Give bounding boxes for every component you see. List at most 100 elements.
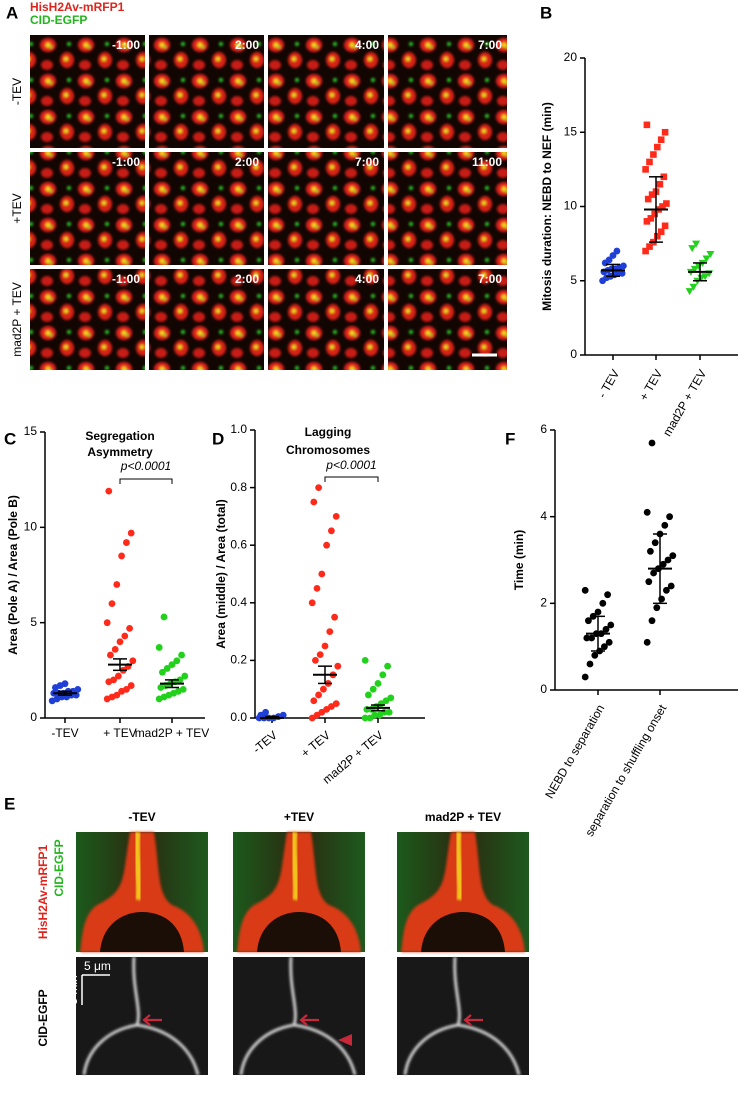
data-point bbox=[650, 151, 657, 158]
data-point bbox=[328, 527, 335, 535]
data-point bbox=[127, 682, 135, 689]
data-point bbox=[643, 508, 651, 516]
data-point bbox=[658, 595, 665, 603]
channel-label: HisH2Av-mRFP1 bbox=[36, 845, 50, 940]
y-tick-label: 5 bbox=[30, 615, 37, 629]
y-tick-label: 0.4 bbox=[230, 595, 247, 609]
data-point bbox=[160, 613, 168, 621]
data-point bbox=[594, 608, 602, 616]
data-point bbox=[168, 661, 176, 669]
micrograph bbox=[268, 35, 384, 148]
data-point bbox=[664, 556, 672, 564]
micrograph bbox=[149, 269, 264, 370]
data-point bbox=[121, 632, 129, 640]
data-point bbox=[689, 283, 698, 291]
data-point bbox=[332, 700, 340, 707]
row-label: -TEV bbox=[10, 78, 24, 105]
column-title: mad2P + TEV bbox=[425, 810, 501, 824]
data-point bbox=[599, 599, 607, 607]
y-tick-label: 4 bbox=[540, 509, 547, 523]
channel-label: CID-EGFP bbox=[30, 13, 87, 27]
data-point bbox=[642, 166, 649, 173]
data-point bbox=[371, 711, 379, 719]
data-point bbox=[659, 203, 666, 210]
time-label: 2:00 bbox=[235, 38, 259, 52]
time-label: 7:00 bbox=[355, 155, 379, 169]
data-point bbox=[310, 697, 318, 705]
data-point bbox=[583, 634, 591, 642]
row-label: +TEV bbox=[10, 193, 24, 223]
data-point bbox=[581, 586, 589, 594]
panel-letter: C bbox=[4, 429, 16, 448]
data-point bbox=[331, 613, 338, 621]
data-point bbox=[321, 642, 329, 650]
data-point bbox=[179, 686, 187, 693]
data-point bbox=[173, 657, 181, 665]
chart-title: Segregation bbox=[85, 429, 154, 443]
scale-label: 5 min bbox=[66, 975, 80, 1004]
data-point bbox=[620, 262, 627, 270]
arrow bbox=[142, 1014, 162, 1026]
data-point bbox=[361, 714, 369, 722]
x-tick-label: + TEV bbox=[298, 728, 333, 760]
data-point bbox=[605, 256, 613, 264]
x-tick-label: + TEV bbox=[103, 726, 136, 740]
data-point bbox=[646, 158, 653, 166]
data-point bbox=[661, 521, 669, 529]
data-point bbox=[701, 273, 710, 281]
micrograph bbox=[149, 152, 264, 265]
data-point bbox=[613, 247, 621, 255]
data-point bbox=[650, 569, 657, 577]
data-point bbox=[387, 694, 395, 702]
panel-letter: F bbox=[505, 429, 515, 448]
x-tick-label: + TEV bbox=[636, 367, 665, 403]
data-point bbox=[155, 644, 163, 651]
data-point bbox=[105, 487, 113, 495]
data-point bbox=[585, 617, 592, 625]
data-point bbox=[323, 541, 330, 549]
kymograph-gray bbox=[397, 957, 529, 1075]
kymograph-gray bbox=[233, 957, 365, 1075]
column-title: +TEV bbox=[284, 810, 314, 824]
time-label: -1:00 bbox=[112, 38, 140, 52]
data-point bbox=[643, 638, 651, 646]
data-point bbox=[385, 708, 393, 716]
data-point bbox=[609, 252, 617, 259]
data-point bbox=[379, 671, 387, 679]
y-axis-label: Time (min) bbox=[512, 530, 526, 590]
kymograph-signal bbox=[132, 831, 144, 901]
data-point bbox=[643, 121, 651, 129]
data-point bbox=[601, 643, 608, 651]
data-point bbox=[647, 215, 655, 222]
time-label: 2:00 bbox=[235, 155, 259, 169]
data-point bbox=[163, 665, 171, 672]
kymograph-interior bbox=[257, 912, 341, 952]
micrograph bbox=[149, 35, 264, 148]
data-point bbox=[661, 128, 669, 136]
y-tick-label: 2 bbox=[540, 596, 547, 610]
data-point bbox=[178, 651, 186, 659]
data-point bbox=[320, 685, 327, 693]
data-point bbox=[113, 691, 121, 699]
data-point bbox=[657, 228, 665, 236]
arrow bbox=[299, 1014, 319, 1026]
y-tick-label: 10 bbox=[564, 199, 578, 213]
data-point bbox=[318, 570, 326, 578]
data-point bbox=[181, 672, 189, 680]
data-point bbox=[129, 657, 137, 665]
data-point bbox=[656, 180, 664, 188]
channel-label: CID-EGFP bbox=[52, 839, 66, 896]
data-point bbox=[651, 539, 659, 547]
data-point bbox=[108, 600, 116, 607]
data-point bbox=[369, 685, 377, 693]
time-label: 7:00 bbox=[478, 38, 502, 52]
kymograph-trace bbox=[403, 956, 521, 1076]
y-tick-label: 0 bbox=[30, 710, 37, 724]
data-point bbox=[315, 691, 322, 699]
x-tick-label: mad2P + TEV bbox=[135, 726, 210, 740]
kymograph-signal bbox=[289, 831, 301, 901]
data-point bbox=[384, 662, 391, 670]
data-point bbox=[659, 560, 667, 568]
chart-title: Asymmetry bbox=[87, 445, 153, 459]
x-tick-label: mad2P + TEV bbox=[660, 367, 709, 439]
